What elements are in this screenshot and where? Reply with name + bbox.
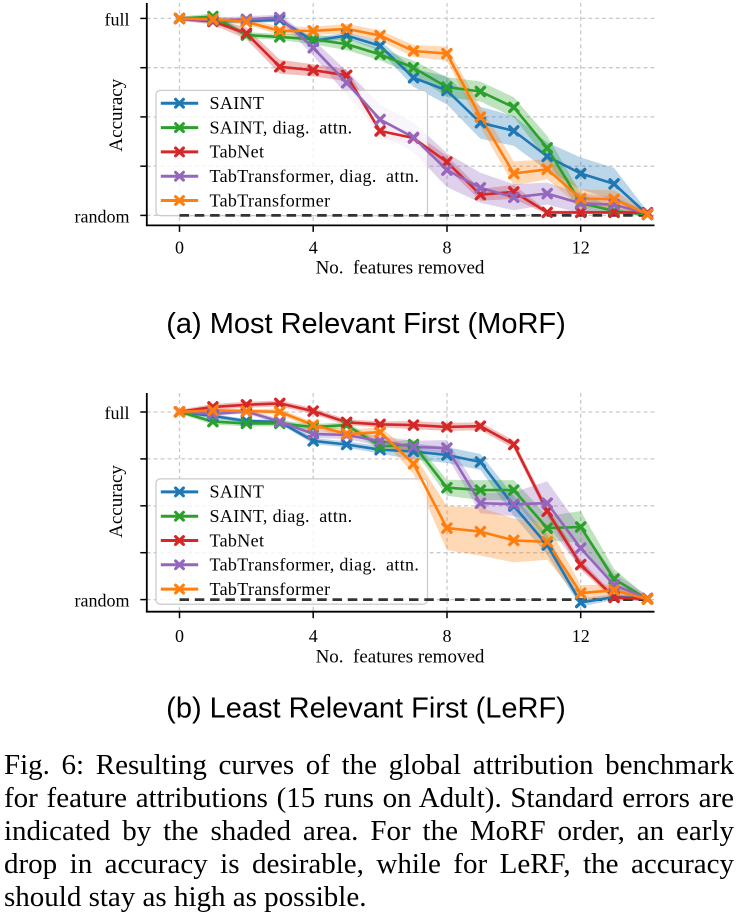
svg-text:8: 8: [443, 626, 452, 646]
svg-text:(b) Least Relevant First (LeRF: (b) Least Relevant First (LeRF): [166, 693, 566, 725]
svg-text:TabNet: TabNet: [210, 142, 265, 162]
svg-text:0: 0: [175, 238, 184, 258]
svg-text:Accuracy: Accuracy: [106, 78, 127, 151]
svg-text:(a) Most Relevant First (MoRF): (a) Most Relevant First (MoRF): [166, 308, 566, 340]
svg-text:SAINT, diag. attn.: SAINT, diag. attn.: [210, 506, 353, 526]
svg-text:SAINT: SAINT: [210, 93, 265, 113]
svg-text:12: 12: [572, 626, 590, 646]
svg-text:SAINT: SAINT: [210, 482, 265, 502]
svg-text:TabTransformer: TabTransformer: [210, 190, 331, 210]
svg-text:No. features removed: No. features removed: [316, 257, 485, 278]
svg-text:4: 4: [309, 626, 318, 646]
svg-text:8: 8: [443, 238, 452, 258]
svg-text:random: random: [75, 591, 130, 611]
svg-text:No. features removed: No. features removed: [316, 647, 485, 668]
svg-text:TabTransformer: TabTransformer: [210, 579, 331, 599]
svg-text:TabTransformer, diag. attn.: TabTransformer, diag. attn.: [210, 166, 420, 186]
svg-text:TabNet: TabNet: [210, 530, 265, 550]
svg-text:SAINT, diag. attn.: SAINT, diag. attn.: [210, 117, 353, 137]
svg-text:full: full: [105, 9, 130, 29]
svg-text:full: full: [105, 403, 130, 423]
svg-text:12: 12: [572, 238, 590, 258]
svg-text:4: 4: [309, 238, 318, 258]
svg-text:0: 0: [175, 626, 184, 646]
svg-text:TabTransformer, diag. attn.: TabTransformer, diag. attn.: [210, 555, 420, 575]
svg-text:random: random: [75, 206, 130, 226]
svg-text:Accuracy: Accuracy: [106, 465, 127, 538]
